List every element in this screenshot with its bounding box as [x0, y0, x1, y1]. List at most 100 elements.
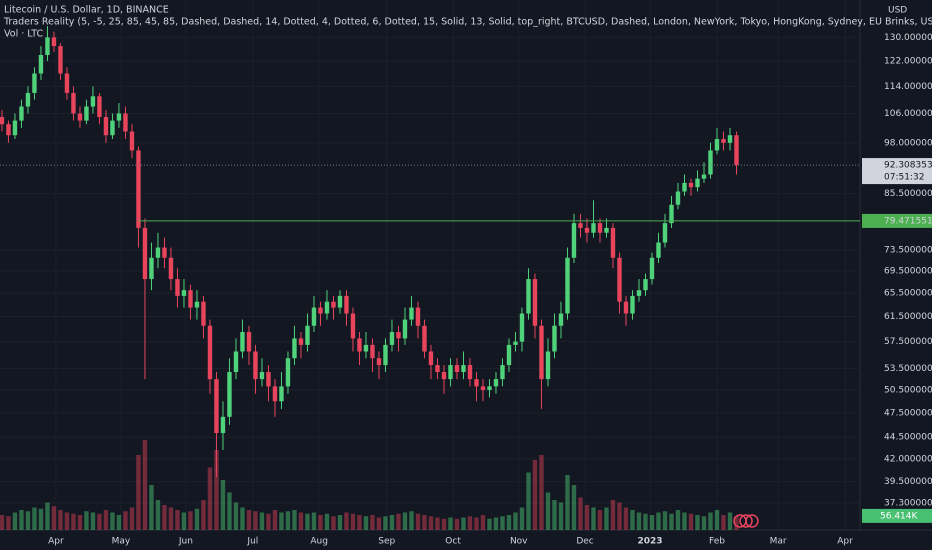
- candle-body: [110, 120, 115, 136]
- volume-bar: [584, 505, 590, 530]
- overlay-layer: 79.471551 92.308353 07:51:32 56.414K: [0, 158, 932, 523]
- volume-title: Vol · LTC: [4, 29, 44, 40]
- candle-body: [662, 223, 668, 243]
- volume-bar: [623, 507, 629, 530]
- volume-bar: [454, 518, 460, 530]
- candle-body: [90, 96, 96, 107]
- volume-bar: [64, 512, 70, 530]
- candle-body: [454, 365, 460, 373]
- candle-body: [194, 301, 200, 308]
- x-tick-label: Jul: [246, 537, 258, 547]
- y-tick-label: 73.500000: [884, 246, 932, 256]
- volume-bar: [526, 472, 531, 530]
- volume-bar: [233, 502, 239, 530]
- candle-body: [448, 365, 453, 380]
- candle-body: [357, 338, 362, 352]
- candle-body: [435, 365, 440, 373]
- candle-body: [285, 358, 291, 387]
- y-tick-label: 50.500000: [884, 386, 932, 396]
- candle-body: [337, 295, 343, 308]
- candle-body: [181, 290, 187, 296]
- volume-bar: [422, 515, 427, 530]
- volume-bar: [337, 515, 343, 530]
- x-tick-label: Mar: [770, 537, 787, 547]
- candle-body: [116, 113, 122, 121]
- candle-body: [84, 106, 89, 121]
- candle-body: [617, 257, 622, 302]
- volume-bar: [519, 507, 525, 530]
- candle-body: [6, 124, 11, 136]
- y-tick-label: 69.500000: [884, 266, 932, 276]
- indicator-title: Traders Reality (5, -5, 25, 85, 45, 85, …: [3, 17, 932, 28]
- volume-bar: [240, 507, 245, 530]
- volume-bar: [285, 511, 291, 530]
- candle-body: [370, 344, 375, 359]
- volume-bar: [207, 467, 213, 530]
- candle-body: [350, 313, 356, 339]
- candle-body: [64, 73, 70, 93]
- y-tick-label: 114.000000: [884, 82, 932, 92]
- candle-body: [695, 178, 700, 188]
- volume-bar: [272, 510, 278, 530]
- volume-bar: [643, 513, 648, 530]
- candle-body: [266, 372, 271, 387]
- volume-bar: [51, 506, 57, 530]
- candle-body: [227, 372, 232, 417]
- candle-body: [480, 386, 486, 391]
- volume-bar: [253, 511, 258, 530]
- volume-label-box: [862, 508, 932, 523]
- volume-bar: [246, 510, 252, 530]
- candle-body: [597, 223, 603, 233]
- volume-bar: [578, 497, 583, 530]
- candle-body: [591, 223, 596, 233]
- candle-body: [318, 307, 323, 314]
- candle-body: [584, 227, 590, 233]
- volume-bar: [383, 516, 388, 530]
- y-tick-label: 130.000000: [884, 33, 932, 43]
- volume-bar: [142, 440, 148, 530]
- volume-bar: [292, 510, 297, 530]
- volume-bar: [474, 517, 479, 530]
- candle-body: [604, 227, 609, 233]
- candle-body: [467, 365, 473, 380]
- candle-body: [727, 135, 733, 143]
- volume-bar: [214, 450, 219, 530]
- y-tick-label: 98.000000: [884, 138, 932, 148]
- volume-bar: [636, 512, 642, 530]
- volume-bar: [682, 512, 687, 530]
- volume-bar: [597, 510, 603, 530]
- volume-bar: [194, 508, 200, 530]
- candle-body: [363, 344, 369, 352]
- volume-bar: [610, 500, 616, 530]
- last-price-box: [862, 158, 932, 185]
- volume-bar: [630, 510, 635, 530]
- y-tick-label: 53.500000: [884, 364, 932, 374]
- volume-bar: [493, 517, 499, 530]
- candle-body: [578, 223, 583, 228]
- volume-bar: [708, 512, 713, 530]
- candle-body: [19, 106, 24, 121]
- candle-layer: [0, 26, 739, 477]
- candle-body: [214, 379, 219, 434]
- volume-bar: [506, 515, 512, 530]
- y-tick-label: 42.000000: [884, 454, 932, 464]
- x-tick-label: Aug: [310, 537, 328, 547]
- volume-bar: [77, 515, 83, 530]
- candle-body: [721, 138, 726, 143]
- volume-bar: [331, 516, 336, 530]
- candle-body: [292, 338, 297, 359]
- x-tick-label: Apr: [837, 537, 853, 547]
- volume-bar: [571, 485, 577, 530]
- volume-bar: [409, 511, 414, 530]
- candle-body: [311, 307, 317, 326]
- volume-bar: [266, 513, 271, 530]
- candle-body: [565, 257, 570, 314]
- candle-body: [71, 92, 76, 114]
- candle-body: [545, 351, 551, 380]
- volume-bar: [279, 512, 284, 530]
- candle-body: [513, 341, 518, 345]
- candle-body: [123, 113, 128, 132]
- volume-bar: [565, 475, 570, 530]
- y-tick-label: 106.000000: [884, 109, 932, 119]
